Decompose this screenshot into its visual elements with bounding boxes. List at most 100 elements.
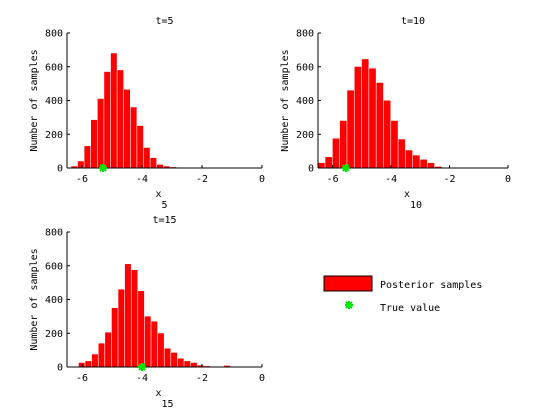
histogram-bar [420,159,428,168]
y-tick-label: 0 [57,164,63,175]
histogram-bar [190,362,197,367]
chart-title: t=5 [155,16,173,27]
legend-label-posterior: Posterior samples [380,280,482,291]
histogram-bar [398,139,406,168]
histogram-bar [117,70,124,169]
histogram-bar [105,332,112,367]
histogram-bar [318,162,325,168]
legend-label-true-value: True value [380,303,440,314]
histogram-bar [131,269,138,367]
x-axis-label: x [404,189,410,200]
histogram-bar [391,120,398,168]
chart-title: t=10 [401,16,425,27]
histogram-bar [151,321,158,367]
x-axis-label: x [155,189,161,200]
x-tick-label: 0 [259,174,265,185]
histogram-bar [118,289,125,368]
histogram-bar [144,316,151,368]
x-tick-label: -2 [196,373,208,384]
histogram-bar [197,365,204,367]
histogram-bar [124,264,131,367]
y-axis-label: Number of samples [29,248,40,350]
histogram-bar [124,89,130,168]
true-value-marker [138,363,146,371]
histogram-bar [376,82,384,168]
histogram-bar [405,150,413,168]
legend-swatch-posterior [323,275,373,292]
y-tick-label: 600 [45,62,63,73]
x-axis-label-subscript: 15 [162,399,174,410]
histogram-bar [130,107,137,168]
x-tick-label: -6 [76,373,88,384]
histogram-bar [97,98,104,168]
legend: Posterior samples True value [323,275,482,314]
histogram-bar [150,157,157,169]
histogram-bar [383,100,391,168]
histogram-bar [157,333,164,367]
histogram-bar [163,166,170,168]
histogram-bar [369,68,376,168]
y-axis-label: Number of samples [280,49,291,151]
histogram-bar [111,307,118,367]
x-tick-label: 0 [259,373,265,384]
histogram-bar [361,59,369,168]
x-axis-label-subscript: 5 [162,200,168,211]
histogram-bar [177,358,184,367]
histogram-bar [164,348,171,367]
x-tick-label: -2 [444,174,456,185]
histogram-bar [138,291,145,367]
legend-marker-true-value [345,301,353,309]
histogram-bar [347,90,354,169]
histogram-bar [98,343,105,368]
histogram-bar [413,155,420,168]
x-axis-label-subscript: 10 [410,200,422,211]
x-tick-label: -2 [196,174,208,185]
y-tick-label: 200 [45,329,63,340]
histogram-bar [332,138,340,168]
histogram-bar [104,71,111,168]
histogram-bar [91,119,97,168]
true-value-marker [341,164,350,172]
chart-panel-t5: -6 -4 -2 0 0 200 400 600 800 t=5 Number of samples… [29,16,265,211]
y-tick-label: 200 [45,130,63,141]
chart-panel-t10: -6 -4 -2 0 0 200 400 600 800 t=10 Number of sample… [280,16,511,211]
histogram-bar [84,146,91,168]
histogram-bar [71,166,78,168]
y-tick-label: 800 [296,29,314,40]
x-tick-label: -4 [385,174,397,185]
y-tick-label: 800 [45,228,63,239]
y-tick-label: 400 [296,96,314,107]
histogram-bar [184,361,191,367]
histogram-bar [339,120,347,168]
histogram-bar [137,125,144,168]
chart-panel-t15: -6 -4 -2 0 0 200 400 600 800 t=15 Number of sample… [29,215,265,410]
histogram-bar [91,354,98,367]
y-tick-label: 0 [308,164,314,175]
histogram-bar [427,162,435,168]
histogram-bar [143,147,150,168]
histogram-bar [354,66,362,168]
histogram-bar [434,166,442,168]
histogram-bar [325,157,333,168]
true-value-marker [99,164,107,172]
y-tick-label: 400 [45,295,63,306]
y-tick-label: 600 [296,62,314,73]
y-tick-label: 800 [45,29,63,40]
y-tick-label: 400 [45,96,63,107]
chart-title: t=15 [152,215,176,226]
histogram-bar [157,164,163,169]
histogram-bar [85,361,92,367]
x-tick-label: -4 [136,174,148,185]
x-tick-label: -6 [76,174,88,185]
y-tick-label: 0 [57,363,63,374]
x-tick-label: -6 [327,174,339,185]
y-axis-label: Number of samples [29,49,40,151]
x-tick-label: 0 [505,174,511,185]
x-tick-label: -4 [136,373,148,384]
histogram-bar [77,161,84,168]
histogram-bar [110,53,117,168]
histogram-bar [171,352,178,367]
y-tick-label: 600 [45,261,63,272]
histogram-bar [223,365,230,367]
